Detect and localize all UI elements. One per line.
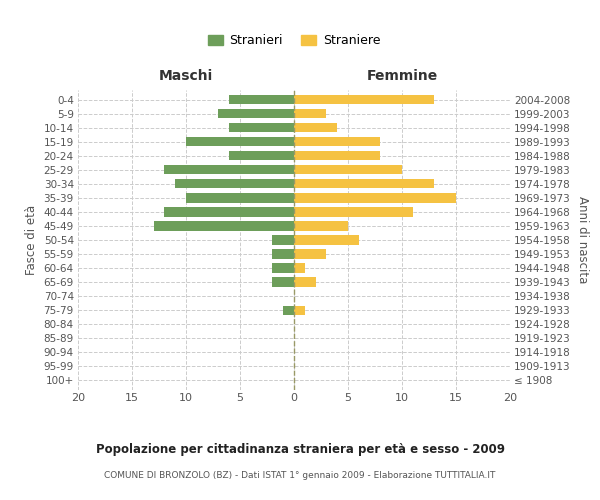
Bar <box>294 110 326 118</box>
Bar <box>294 208 413 216</box>
Bar <box>294 124 337 132</box>
Bar <box>229 152 294 160</box>
Bar <box>294 152 380 160</box>
Text: Femmine: Femmine <box>367 69 437 83</box>
Bar <box>186 138 294 146</box>
Bar <box>229 96 294 104</box>
Bar <box>294 96 434 104</box>
Bar <box>175 180 294 188</box>
Bar <box>294 222 348 230</box>
Bar <box>272 236 294 244</box>
Text: COMUNE DI BRONZOLO (BZ) - Dati ISTAT 1° gennaio 2009 - Elaborazione TUTTITALIA.I: COMUNE DI BRONZOLO (BZ) - Dati ISTAT 1° … <box>104 471 496 480</box>
Y-axis label: Anni di nascita: Anni di nascita <box>577 196 589 284</box>
Text: Popolazione per cittadinanza straniera per età e sesso - 2009: Popolazione per cittadinanza straniera p… <box>95 442 505 456</box>
Bar <box>294 250 326 258</box>
Bar <box>294 166 402 174</box>
Bar <box>294 180 434 188</box>
Bar <box>294 278 316 286</box>
Bar <box>272 278 294 286</box>
Bar <box>294 306 305 314</box>
Bar <box>154 222 294 230</box>
Bar <box>229 124 294 132</box>
Legend: Stranieri, Straniere: Stranieri, Straniere <box>204 30 384 51</box>
Bar <box>283 306 294 314</box>
Bar <box>294 138 380 146</box>
Bar <box>186 194 294 202</box>
Bar <box>294 264 305 272</box>
Text: Maschi: Maschi <box>159 69 213 83</box>
Bar <box>218 110 294 118</box>
Bar <box>272 264 294 272</box>
Bar <box>294 236 359 244</box>
Bar <box>272 250 294 258</box>
Bar <box>294 194 456 202</box>
Bar <box>164 166 294 174</box>
Y-axis label: Fasce di età: Fasce di età <box>25 205 38 275</box>
Bar <box>164 208 294 216</box>
